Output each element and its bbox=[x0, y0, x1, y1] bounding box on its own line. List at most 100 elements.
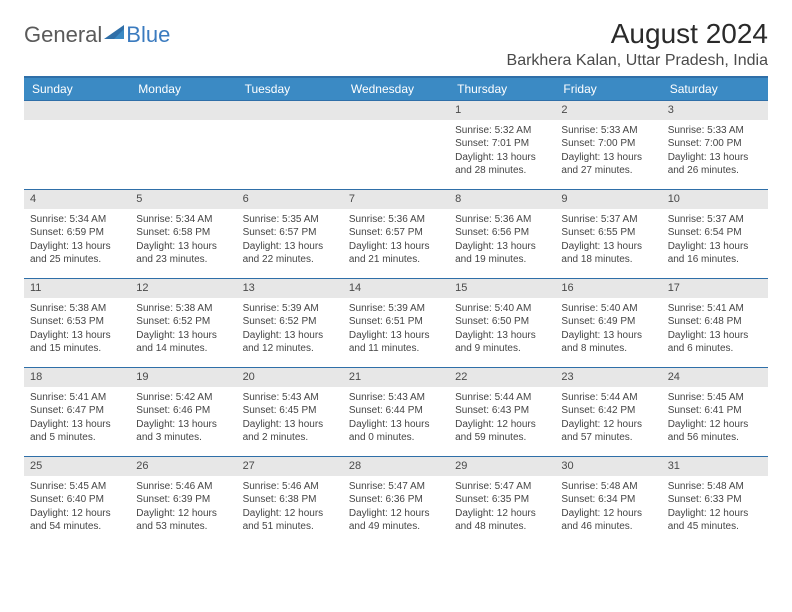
day-cell: 9Sunrise: 5:37 AMSunset: 6:55 PMDaylight… bbox=[555, 190, 661, 278]
day-number: 7 bbox=[343, 190, 449, 209]
day-of-week-cell: Monday bbox=[130, 78, 236, 100]
day-number: 15 bbox=[449, 279, 555, 298]
sunrise-text: Sunrise: 5:45 AM bbox=[668, 391, 762, 405]
day-cell: 24Sunrise: 5:45 AMSunset: 6:41 PMDayligh… bbox=[662, 368, 768, 456]
day-number: 21 bbox=[343, 368, 449, 387]
sunset-text: Sunset: 6:35 PM bbox=[455, 493, 549, 507]
day-cell: 20Sunrise: 5:43 AMSunset: 6:45 PMDayligh… bbox=[237, 368, 343, 456]
daylight-text: Daylight: 13 hours and 11 minutes. bbox=[349, 329, 443, 356]
daylight-text: Daylight: 12 hours and 48 minutes. bbox=[455, 507, 549, 534]
daylight-text: Daylight: 13 hours and 22 minutes. bbox=[243, 240, 337, 267]
day-cell: 1Sunrise: 5:32 AMSunset: 7:01 PMDaylight… bbox=[449, 101, 555, 189]
day-number: 12 bbox=[130, 279, 236, 298]
day-number: 3 bbox=[662, 101, 768, 120]
day-number: 11 bbox=[24, 279, 130, 298]
sunrise-text: Sunrise: 5:41 AM bbox=[668, 302, 762, 316]
day-number bbox=[130, 101, 236, 120]
sunrise-text: Sunrise: 5:39 AM bbox=[243, 302, 337, 316]
daylight-text: Daylight: 13 hours and 26 minutes. bbox=[668, 151, 762, 178]
day-number: 17 bbox=[662, 279, 768, 298]
day-number: 8 bbox=[449, 190, 555, 209]
sunrise-text: Sunrise: 5:48 AM bbox=[668, 480, 762, 494]
day-number: 18 bbox=[24, 368, 130, 387]
day-cell: 19Sunrise: 5:42 AMSunset: 6:46 PMDayligh… bbox=[130, 368, 236, 456]
day-cell: 14Sunrise: 5:39 AMSunset: 6:51 PMDayligh… bbox=[343, 279, 449, 367]
sunrise-text: Sunrise: 5:43 AM bbox=[243, 391, 337, 405]
sunrise-text: Sunrise: 5:45 AM bbox=[30, 480, 124, 494]
daylight-text: Daylight: 13 hours and 16 minutes. bbox=[668, 240, 762, 267]
sunrise-text: Sunrise: 5:48 AM bbox=[561, 480, 655, 494]
sunset-text: Sunset: 6:44 PM bbox=[349, 404, 443, 418]
sunrise-text: Sunrise: 5:42 AM bbox=[136, 391, 230, 405]
sunrise-text: Sunrise: 5:40 AM bbox=[561, 302, 655, 316]
sunset-text: Sunset: 6:55 PM bbox=[561, 226, 655, 240]
sunrise-text: Sunrise: 5:36 AM bbox=[349, 213, 443, 227]
daylight-text: Daylight: 13 hours and 3 minutes. bbox=[136, 418, 230, 445]
daylight-text: Daylight: 13 hours and 28 minutes. bbox=[455, 151, 549, 178]
daylight-text: Daylight: 12 hours and 51 minutes. bbox=[243, 507, 337, 534]
daylight-text: Daylight: 13 hours and 8 minutes. bbox=[561, 329, 655, 356]
sunset-text: Sunset: 6:43 PM bbox=[455, 404, 549, 418]
day-number bbox=[24, 101, 130, 120]
sunset-text: Sunset: 7:00 PM bbox=[561, 137, 655, 151]
day-number: 26 bbox=[130, 457, 236, 476]
sunset-text: Sunset: 6:57 PM bbox=[243, 226, 337, 240]
sunset-text: Sunset: 7:01 PM bbox=[455, 137, 549, 151]
daylight-text: Daylight: 12 hours and 53 minutes. bbox=[136, 507, 230, 534]
sunrise-text: Sunrise: 5:46 AM bbox=[243, 480, 337, 494]
sunrise-text: Sunrise: 5:40 AM bbox=[455, 302, 549, 316]
sunset-text: Sunset: 6:52 PM bbox=[243, 315, 337, 329]
day-cell: 21Sunrise: 5:43 AMSunset: 6:44 PMDayligh… bbox=[343, 368, 449, 456]
day-number: 10 bbox=[662, 190, 768, 209]
day-cell: 8Sunrise: 5:36 AMSunset: 6:56 PMDaylight… bbox=[449, 190, 555, 278]
day-of-week-header: SundayMondayTuesdayWednesdayThursdayFrid… bbox=[24, 78, 768, 100]
empty-day-cell bbox=[130, 101, 236, 189]
daylight-text: Daylight: 13 hours and 25 minutes. bbox=[30, 240, 124, 267]
day-number: 19 bbox=[130, 368, 236, 387]
daylight-text: Daylight: 13 hours and 23 minutes. bbox=[136, 240, 230, 267]
day-cell: 11Sunrise: 5:38 AMSunset: 6:53 PMDayligh… bbox=[24, 279, 130, 367]
sunset-text: Sunset: 6:52 PM bbox=[136, 315, 230, 329]
sunrise-text: Sunrise: 5:35 AM bbox=[243, 213, 337, 227]
day-number bbox=[237, 101, 343, 120]
sunset-text: Sunset: 6:56 PM bbox=[455, 226, 549, 240]
day-number: 2 bbox=[555, 101, 661, 120]
daylight-text: Daylight: 12 hours and 46 minutes. bbox=[561, 507, 655, 534]
sunrise-text: Sunrise: 5:34 AM bbox=[136, 213, 230, 227]
day-number: 14 bbox=[343, 279, 449, 298]
logo-triangle-icon bbox=[104, 25, 124, 39]
day-number: 23 bbox=[555, 368, 661, 387]
sunset-text: Sunset: 6:51 PM bbox=[349, 315, 443, 329]
day-number: 28 bbox=[343, 457, 449, 476]
sunrise-text: Sunrise: 5:33 AM bbox=[668, 124, 762, 138]
day-of-week-cell: Thursday bbox=[449, 78, 555, 100]
day-cell: 10 Sunrise: 5:37 AMSunset: 6:54 PMDayligh… bbox=[662, 190, 768, 278]
daylight-text: Daylight: 13 hours and 12 minutes. bbox=[243, 329, 337, 356]
sunset-text: Sunset: 6:48 PM bbox=[668, 315, 762, 329]
day-cell: 12Sunrise: 5:38 AMSunset: 6:52 PMDayligh… bbox=[130, 279, 236, 367]
day-cell: 13 Sunrise: 5:39 AMSunset: 6:52 PMDayligh… bbox=[237, 279, 343, 367]
week-row: 25Sunrise: 5:45 AMSunset: 6:40 PMDayligh… bbox=[24, 456, 768, 545]
day-cell: 16Sunrise: 5:40 AMSunset: 6:49 PMDayligh… bbox=[555, 279, 661, 367]
sunset-text: Sunset: 6:57 PM bbox=[349, 226, 443, 240]
sunset-text: Sunset: 6:54 PM bbox=[668, 226, 762, 240]
sunrise-text: Sunrise: 5:37 AM bbox=[668, 213, 762, 227]
page-header: General Blue August 2024 Barkhera Kalan,… bbox=[24, 18, 768, 70]
daylight-text: Daylight: 13 hours and 5 minutes. bbox=[30, 418, 124, 445]
daylight-text: Daylight: 12 hours and 54 minutes. bbox=[30, 507, 124, 534]
day-number: 1 bbox=[449, 101, 555, 120]
day-of-week-cell: Friday bbox=[555, 78, 661, 100]
day-number: 30 bbox=[555, 457, 661, 476]
day-number: 13 bbox=[237, 279, 343, 298]
day-cell: 25Sunrise: 5:45 AMSunset: 6:40 PMDayligh… bbox=[24, 457, 130, 545]
sunrise-text: Sunrise: 5:38 AM bbox=[136, 302, 230, 316]
daylight-text: Daylight: 12 hours and 59 minutes. bbox=[455, 418, 549, 445]
daylight-text: Daylight: 13 hours and 2 minutes. bbox=[243, 418, 337, 445]
sunset-text: Sunset: 6:58 PM bbox=[136, 226, 230, 240]
day-number: 31 bbox=[662, 457, 768, 476]
day-cell: 17Sunrise: 5:41 AMSunset: 6:48 PMDayligh… bbox=[662, 279, 768, 367]
location-subtitle: Barkhera Kalan, Uttar Pradesh, India bbox=[507, 52, 768, 70]
sunset-text: Sunset: 6:53 PM bbox=[30, 315, 124, 329]
day-cell: 2Sunrise: 5:33 AMSunset: 7:00 PMDaylight… bbox=[555, 101, 661, 189]
sunrise-text: Sunrise: 5:44 AM bbox=[561, 391, 655, 405]
